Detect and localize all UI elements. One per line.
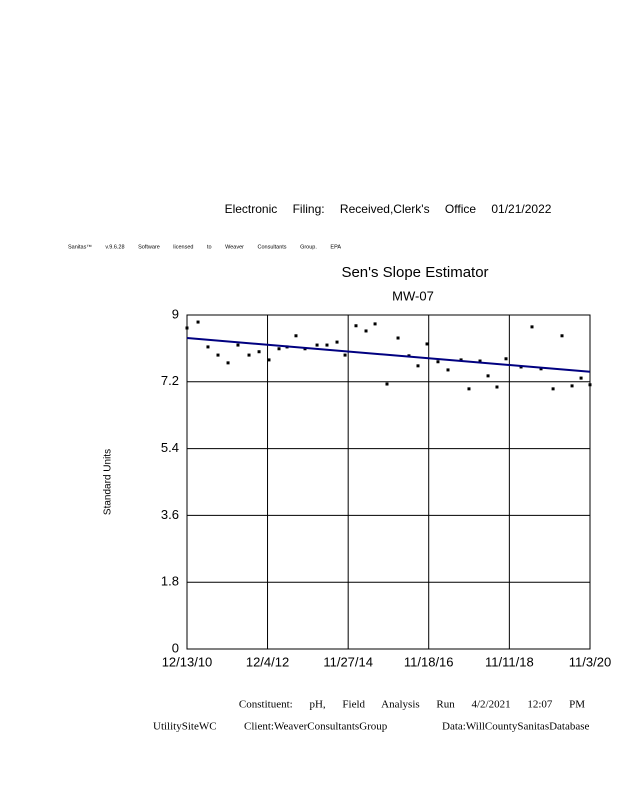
trend-line	[186, 337, 591, 373]
x-tick-label: 11/27/14	[323, 654, 373, 669]
x-tick-label: 12/4/12	[246, 654, 289, 669]
data-point	[396, 336, 400, 340]
data-point	[247, 353, 251, 357]
y-axis-label: Standard Units	[103, 449, 114, 515]
data-point	[467, 387, 471, 391]
footer-constituent: Constituent: pH, Field Analysis Run 4/2/…	[239, 699, 585, 711]
data-point	[236, 343, 240, 347]
data-point	[459, 358, 463, 362]
data-point	[216, 353, 220, 357]
chart-subtitle: MW-07	[392, 288, 434, 303]
y-tick-label: 1.8	[161, 574, 179, 589]
data-point	[364, 329, 368, 333]
data-point	[267, 358, 271, 362]
data-point	[354, 324, 358, 328]
data-point	[325, 343, 329, 347]
data-point	[570, 384, 574, 388]
x-tick-label: 12/13/10	[162, 654, 213, 669]
chart-title: Sen's Slope Estimator	[341, 264, 488, 281]
data-point	[495, 385, 499, 389]
x-tick-label: 11/18/16	[404, 654, 454, 669]
data-point	[226, 361, 230, 365]
data-point	[560, 334, 564, 338]
plot-frame	[186, 314, 591, 650]
data-point	[530, 325, 534, 329]
footer-site: UtilitySiteWC	[153, 721, 217, 733]
data-point	[185, 326, 189, 330]
data-point	[343, 353, 347, 357]
data-point	[539, 367, 543, 371]
data-point	[579, 376, 583, 380]
data-point	[436, 360, 440, 364]
y-tick-label: 0	[172, 640, 179, 655]
y-tick-label: 5.4	[161, 440, 179, 455]
data-point	[373, 322, 377, 326]
x-tick-label: 11/3/20	[569, 654, 611, 669]
data-point	[588, 383, 592, 387]
data-point	[446, 368, 450, 372]
data-point	[335, 340, 339, 344]
data-point	[486, 374, 490, 378]
data-point	[425, 342, 429, 346]
data-point	[504, 357, 508, 361]
data-point	[277, 347, 281, 351]
y-tick-label: 3.6	[161, 507, 179, 522]
data-point	[294, 334, 298, 338]
footer-data: Data:WillCountySanitasDatabase	[442, 721, 590, 733]
y-tick-label: 9	[172, 306, 179, 321]
data-point	[416, 364, 420, 368]
data-point	[551, 387, 555, 391]
footer-client: Client:WeaverConsultantsGroup	[244, 721, 388, 733]
software-note: Sanitas™ v.9.6.28 Software licensed to W…	[68, 244, 341, 250]
data-point	[206, 345, 210, 349]
data-point	[385, 382, 389, 386]
x-tick-label: 11/11/18	[485, 654, 534, 669]
filing-header: Electronic Filing: Received,Clerk's Offi…	[225, 202, 552, 216]
data-point	[478, 359, 482, 363]
data-point	[315, 343, 319, 347]
data-point	[196, 320, 200, 324]
data-point	[257, 350, 261, 354]
y-tick-label: 7.2	[161, 373, 179, 388]
